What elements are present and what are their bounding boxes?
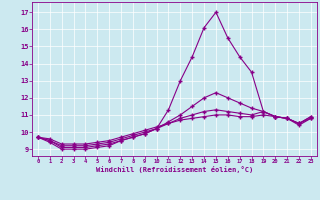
X-axis label: Windchill (Refroidissement éolien,°C): Windchill (Refroidissement éolien,°C) (96, 166, 253, 173)
